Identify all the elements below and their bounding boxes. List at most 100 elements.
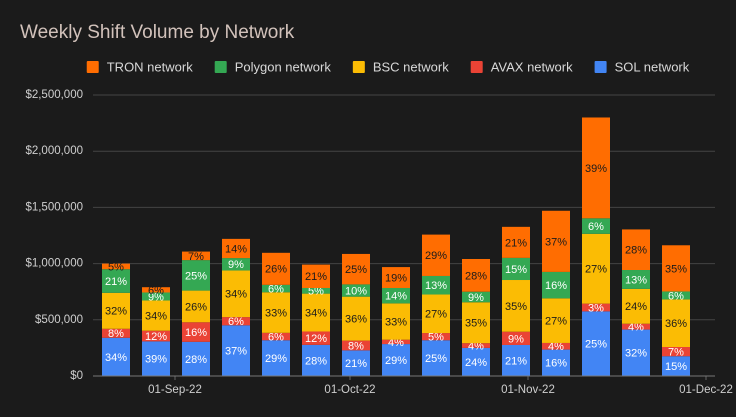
bar-segment bbox=[302, 293, 330, 332]
data-label: 9% bbox=[468, 292, 484, 304]
axes: $0 $500,000 $1,000,000 $1,500,000 $2,000,000… bbox=[25, 89, 732, 396]
data-label: 6% bbox=[268, 283, 284, 295]
data-label: 27% bbox=[425, 309, 447, 321]
y-tick-label: $1,500,000 bbox=[25, 201, 83, 213]
bar-segment bbox=[622, 270, 650, 289]
bar-segment bbox=[422, 340, 450, 376]
data-label: 6% bbox=[228, 316, 244, 328]
data-label: 35% bbox=[665, 263, 687, 275]
data-label: 19% bbox=[385, 272, 407, 284]
data-label: 37% bbox=[225, 346, 247, 358]
bar-segment bbox=[622, 329, 650, 376]
legend-swatch bbox=[352, 61, 365, 73]
bar-segment bbox=[462, 347, 490, 376]
data-label: 28% bbox=[465, 270, 487, 282]
bar-segment bbox=[502, 331, 530, 345]
data-label: 15% bbox=[505, 264, 527, 276]
legend-label: TRON network bbox=[107, 59, 193, 74]
data-label: 34% bbox=[305, 307, 327, 319]
y-tick-label: $0 bbox=[70, 370, 83, 382]
data-label: 5% bbox=[428, 332, 444, 344]
data-label: 33% bbox=[385, 316, 407, 328]
data-label: 28% bbox=[625, 245, 647, 257]
bar-segment bbox=[222, 325, 250, 376]
bar-segment bbox=[662, 291, 690, 300]
bar-segment bbox=[222, 317, 250, 326]
bar-segment bbox=[502, 226, 530, 258]
bar-segment bbox=[262, 340, 290, 376]
data-label: 7% bbox=[188, 251, 204, 263]
bar-segment bbox=[142, 287, 170, 293]
data-label: 36% bbox=[665, 318, 687, 330]
bars: 34%8%32%21%5%39%12%34%9%6%28%16%26%25%7%… bbox=[102, 117, 690, 376]
data-label: 26% bbox=[265, 264, 287, 276]
bar-segment bbox=[422, 234, 450, 276]
data-label: 34% bbox=[145, 310, 167, 322]
data-label: 3% bbox=[588, 302, 604, 314]
bar-segment bbox=[582, 117, 610, 219]
chart-title: Weekly Shift Volume by Network bbox=[20, 22, 295, 43]
legend-swatch bbox=[594, 61, 607, 73]
bar-segment bbox=[662, 245, 690, 292]
bar-segment bbox=[662, 356, 690, 376]
data-label: 12% bbox=[305, 333, 327, 345]
bar-segment bbox=[582, 311, 610, 376]
bar-segment bbox=[142, 292, 170, 301]
data-label: 4% bbox=[388, 337, 404, 349]
bar-segment bbox=[422, 333, 450, 341]
data-label: 25% bbox=[425, 353, 447, 365]
data-label: 27% bbox=[585, 264, 607, 276]
bar-segment bbox=[222, 258, 250, 271]
data-label: 35% bbox=[465, 318, 487, 330]
data-label: 25% bbox=[585, 339, 607, 351]
data-label: 24% bbox=[465, 357, 487, 369]
data-label: 24% bbox=[625, 301, 647, 313]
data-label: 9% bbox=[508, 333, 524, 345]
data-label: 16% bbox=[545, 280, 567, 292]
bar-segment bbox=[302, 264, 330, 288]
bar-segment bbox=[222, 270, 250, 318]
bar-segment bbox=[262, 332, 290, 341]
bar-segment bbox=[582, 303, 610, 312]
data-label: 9% bbox=[148, 291, 164, 303]
bar-segment bbox=[462, 343, 490, 348]
data-label: 26% bbox=[185, 301, 207, 313]
data-label: 14% bbox=[225, 243, 247, 255]
bar-segment bbox=[182, 322, 210, 342]
x-tick-label: 01-Nov-22 bbox=[501, 384, 555, 396]
bar-segment bbox=[262, 252, 290, 285]
bar-segment bbox=[422, 294, 450, 334]
data-label: 39% bbox=[585, 163, 607, 175]
legend-swatch bbox=[86, 61, 99, 73]
data-label: 7% bbox=[668, 347, 684, 359]
bar-segment bbox=[102, 292, 130, 329]
data-label: 5% bbox=[108, 261, 124, 273]
data-label: 29% bbox=[385, 355, 407, 367]
bar-segment bbox=[542, 210, 570, 272]
data-label: 15% bbox=[665, 361, 687, 373]
data-label: 34% bbox=[105, 352, 127, 364]
bar-segment bbox=[542, 349, 570, 376]
bar-segment bbox=[342, 340, 370, 351]
bar-segment bbox=[222, 238, 250, 259]
data-label: 33% bbox=[265, 307, 287, 319]
data-label: 21% bbox=[505, 237, 527, 249]
bar-segment bbox=[302, 344, 330, 376]
y-tick-label: $2,500,000 bbox=[25, 89, 83, 101]
data-label: 16% bbox=[185, 327, 207, 339]
bar-segment bbox=[342, 253, 370, 285]
bar-segment bbox=[662, 347, 690, 357]
legend-swatch bbox=[214, 61, 227, 73]
data-label: 21% bbox=[305, 271, 327, 283]
bar-segment bbox=[302, 287, 330, 294]
data-label: 6% bbox=[268, 331, 284, 343]
bar-segment bbox=[142, 300, 170, 331]
bar-segment bbox=[182, 251, 210, 261]
data-label: 13% bbox=[625, 274, 647, 286]
data-label: 36% bbox=[345, 314, 367, 326]
bar-segment bbox=[662, 299, 690, 348]
data-label: 21% bbox=[105, 276, 127, 288]
data-label: 21% bbox=[505, 355, 527, 367]
data-label: 25% bbox=[185, 270, 207, 282]
